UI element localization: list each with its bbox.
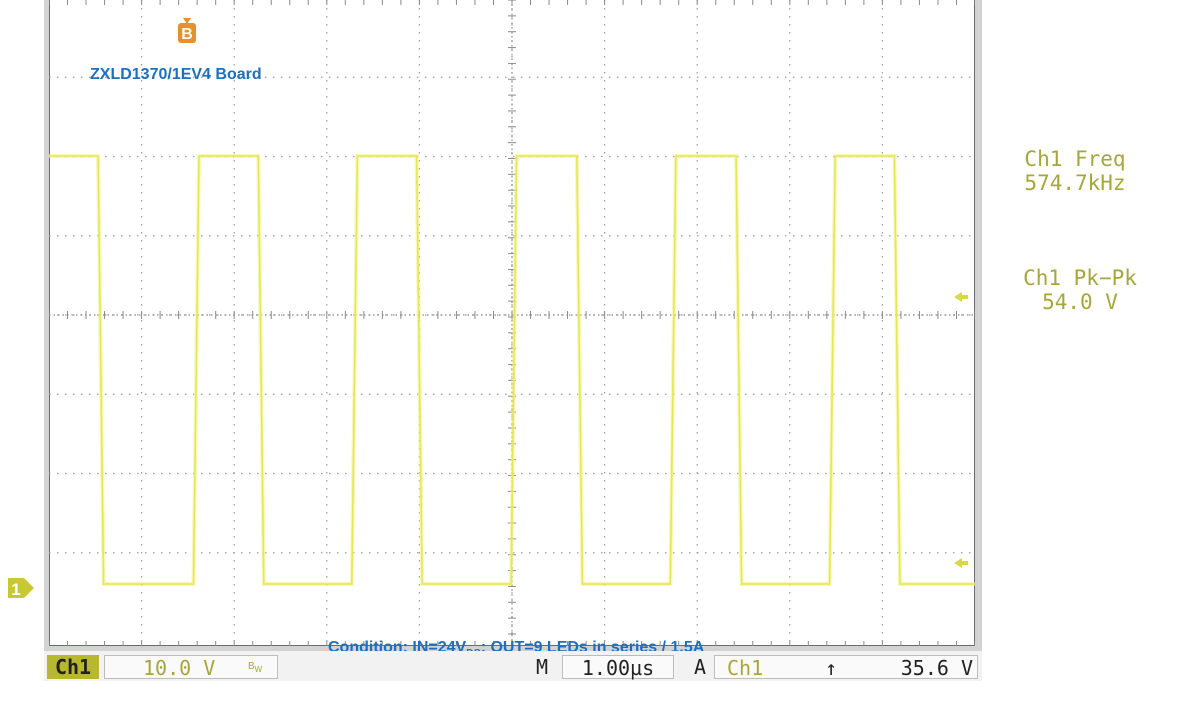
trigger-position-label: B bbox=[181, 26, 193, 43]
ch1-trace-group bbox=[49, 154, 975, 586]
freq-value: 574.7kHz bbox=[1024, 171, 1126, 195]
ch1-marker-label: 1 bbox=[11, 580, 20, 599]
bw-sub: W bbox=[254, 665, 263, 674]
time-prefix: M bbox=[536, 655, 549, 679]
pkpk-label: Ch1 Pk−Pk bbox=[1023, 266, 1137, 290]
pkpk-measurement: Ch1 Pk−Pk 54.0 V bbox=[1000, 266, 1160, 314]
ch1-ground-marker: 1 bbox=[8, 578, 34, 599]
freq-label: Ch1 Freq bbox=[1024, 147, 1126, 171]
freq-measurement: Ch1 Freq 574.7kHz bbox=[1000, 147, 1150, 195]
trigger-mode: A bbox=[694, 655, 707, 679]
graticule-grid bbox=[49, 0, 975, 646]
bw-letter: B bbox=[248, 661, 255, 672]
waveform-plot bbox=[49, 0, 975, 646]
vertical-scale-value: 10.0 V bbox=[143, 656, 216, 680]
status-channel[interactable]: Ch1 bbox=[47, 655, 99, 679]
upper-level-arrow bbox=[954, 292, 968, 302]
bandwidth-limit-indicator: BW bbox=[248, 661, 262, 674]
timebase[interactable]: 1.00µs bbox=[562, 655, 674, 680]
pkpk-value: 54.0 V bbox=[1042, 290, 1118, 314]
trigger-settings[interactable]: Ch1 ↑ 35.6 V bbox=[714, 655, 978, 680]
trigger-position-marker: B bbox=[178, 18, 196, 43]
trigger-level: 35.6 V bbox=[900, 656, 973, 680]
trigger-source: Ch1 bbox=[727, 656, 764, 680]
level-arrows bbox=[954, 292, 968, 568]
vertical-scale[interactable]: 10.0 V bbox=[104, 655, 278, 680]
ch1-trace bbox=[49, 155, 975, 585]
lower-level-arrow bbox=[954, 558, 968, 568]
trigger-slope-icon: ↑ bbox=[825, 656, 838, 680]
board-title: ZXLD1370/1EV4 Board bbox=[90, 66, 262, 83]
